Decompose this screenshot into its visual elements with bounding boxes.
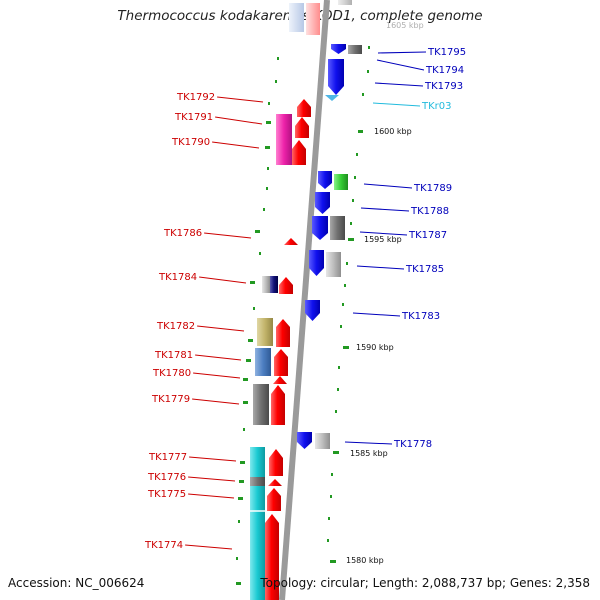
gene-label-leader <box>195 354 242 361</box>
gene-tk1790-rev <box>318 171 332 189</box>
scale-label: 1585 kbp <box>350 449 388 458</box>
gene-label: TK1788 <box>410 206 449 217</box>
gene-label-leader <box>374 82 424 87</box>
gene-tk1774 <box>265 514 279 600</box>
gene-label: TK1785 <box>405 264 444 275</box>
gene-label: TK1793 <box>424 81 463 92</box>
gene-tk1786 <box>284 238 298 245</box>
gene-tk1777 <box>269 449 283 476</box>
gene-label: TK1779 <box>151 394 190 405</box>
gene-label: TK1780 <box>152 368 191 379</box>
gene-label: TK1795 <box>427 47 466 58</box>
gene-tk1784-b <box>270 276 278 293</box>
gene-label: TK1787 <box>408 230 447 241</box>
gene-tk1779 <box>271 385 285 425</box>
gene-tk1776-gray <box>250 477 265 486</box>
gene-tk1780 <box>273 376 287 384</box>
gene-tk1787 <box>312 216 328 240</box>
gene-label-leader <box>193 372 241 379</box>
gene-label: TK1778 <box>393 439 432 450</box>
gene-tk1784 <box>279 277 293 294</box>
gene-tk1784-a <box>262 276 270 293</box>
gene-tk1782 <box>276 319 290 347</box>
gene-label-leader <box>188 493 235 499</box>
gene-label-leader <box>204 232 252 239</box>
gene-labels: TK1792 TK1791 TK1790 TK1786 TK1784 TK1782 TK17… <box>144 47 466 551</box>
gene-label-leader <box>192 398 240 405</box>
gene-label-leader <box>215 116 263 125</box>
gene-label-leader <box>363 183 413 189</box>
gene-label-leader <box>359 231 408 236</box>
gene-label: TKr03 <box>421 101 452 112</box>
gene-tk1789 <box>334 174 348 190</box>
gene-tk1782-b <box>257 318 273 346</box>
faded-gene-block <box>289 3 304 32</box>
gene-tk1794 <box>348 45 362 54</box>
gene-label: TK1791 <box>174 112 213 123</box>
rna-tkr03 <box>325 95 339 101</box>
topology-info: Topology: circular; Length: 2,088,737 bp… <box>260 576 590 590</box>
gene-tk1790 <box>292 140 306 165</box>
gene-label-leader <box>199 276 247 284</box>
gene-label: TK1775 <box>147 489 186 500</box>
scale-label: 1590 kbp <box>356 343 394 352</box>
gene-tk1778 <box>297 432 312 449</box>
scale-label: 1595 kbp <box>364 235 402 244</box>
genome-backbone <box>279 0 330 600</box>
gene-tk1776 <box>268 479 282 486</box>
gene-tk1783 <box>305 300 320 321</box>
gene-label: TK1786 <box>163 228 202 239</box>
gene-label-leader <box>360 207 410 212</box>
gene-label: TK1790 <box>171 137 210 148</box>
gene-label: TK1774 <box>144 540 183 551</box>
gene-tk1793 <box>328 59 344 95</box>
scale-ticks <box>236 46 370 585</box>
gene-label-leader <box>189 456 237 462</box>
gene-label-leader <box>188 476 236 482</box>
gene-tk1775 <box>267 488 281 511</box>
faded-gene-block <box>338 0 352 5</box>
gene-tk1791 <box>295 117 309 138</box>
gene-label: TK1777 <box>148 452 187 463</box>
gene-tk1791-b <box>276 114 292 165</box>
gene-label-leader <box>217 96 264 103</box>
gene-tk1778-b <box>315 433 330 449</box>
gene-label-leader <box>344 441 393 445</box>
gene-label: TK1789 <box>413 183 452 194</box>
scale-labels: 1600 kbp 1595 kbp 1590 kbp 1585 kbp 1580 kbp… <box>346 21 424 565</box>
gene-tk1792 <box>297 99 311 117</box>
scale-label: 1600 kbp <box>374 127 412 136</box>
gene-label-leader <box>352 312 401 317</box>
gene-tk1779-b <box>253 384 269 425</box>
gene-tk1785-b <box>326 252 341 277</box>
gene-tk1785 <box>309 250 324 276</box>
gene-tk1781-b <box>255 348 271 376</box>
accession-info: Accession: NC_006624 <box>8 576 145 590</box>
gene-label-leader <box>372 102 421 107</box>
gene-tk1795 <box>331 44 346 54</box>
gene-label-leader <box>376 59 425 71</box>
scale-label: 1580 kbp <box>346 556 384 565</box>
gene-tk1788 <box>315 192 330 214</box>
gene-label: TK1792 <box>176 92 215 103</box>
gene-label: TK1794 <box>425 65 464 76</box>
faded-gene-block <box>306 3 320 35</box>
gene-tk1781 <box>274 349 288 376</box>
gene-tk1787-b <box>330 216 345 240</box>
gene-label-leader <box>356 265 405 270</box>
gene-label: TK1784 <box>158 272 197 283</box>
gene-label-leader <box>212 141 260 149</box>
gene-label-leader <box>377 51 427 54</box>
gene-label: TK1782 <box>156 321 195 332</box>
gene-label: TK1781 <box>154 350 193 361</box>
gene-label-leader <box>197 325 245 332</box>
gene-label-leader <box>185 544 233 550</box>
scale-label: 1605 kbp <box>386 21 424 30</box>
gene-label: TK1783 <box>401 311 440 322</box>
gene-label: TK1776 <box>147 472 186 483</box>
